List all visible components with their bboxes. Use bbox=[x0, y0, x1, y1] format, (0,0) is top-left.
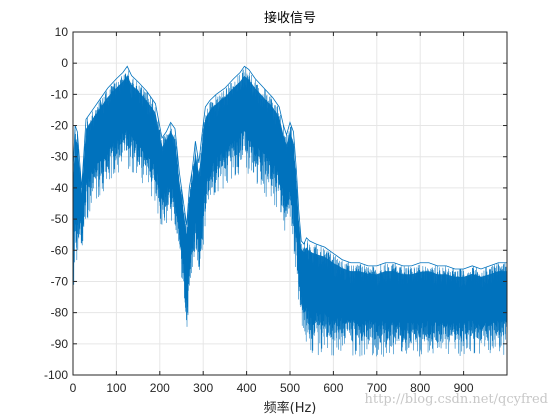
x-tick-label: 900 bbox=[454, 381, 474, 395]
y-tick-label: -70 bbox=[51, 274, 69, 288]
x-tick-label: 0 bbox=[70, 381, 77, 395]
signal-trace bbox=[72, 67, 508, 357]
x-tick-label: 700 bbox=[367, 381, 387, 395]
y-tick-label: -80 bbox=[51, 306, 69, 320]
x-tick-label: 200 bbox=[150, 381, 170, 395]
x-tick-label: 400 bbox=[237, 381, 257, 395]
watermark: http://blog.csdn.net/qcyfred bbox=[365, 392, 548, 407]
y-tick-label: 0 bbox=[61, 56, 68, 70]
x-tick-label: 300 bbox=[193, 381, 213, 395]
x-axis-label: 频率(Hz) bbox=[264, 400, 317, 416]
chart-title: 接收信号 bbox=[264, 10, 316, 26]
signal-upper-envelope bbox=[72, 65, 507, 270]
y-tick-label: -60 bbox=[51, 243, 69, 257]
y-tick-label: -30 bbox=[51, 150, 69, 164]
y-tick-label: -100 bbox=[44, 368, 68, 382]
data-layer bbox=[72, 65, 508, 357]
y-tick-label: -50 bbox=[51, 212, 69, 226]
y-tick-label: -40 bbox=[51, 181, 69, 195]
y-tick-label: -10 bbox=[51, 87, 69, 101]
y-tick-label: -20 bbox=[51, 119, 69, 133]
ticks-layer: 0 100 200 300 400 500 600 700 800 900100-10-20-30… bbox=[44, 25, 507, 395]
x-tick-label: 800 bbox=[410, 381, 430, 395]
x-tick-label: 500 bbox=[280, 381, 300, 395]
x-tick-label: 100 bbox=[106, 381, 126, 395]
y-tick-label: 10 bbox=[55, 25, 69, 39]
x-tick-label: 600 bbox=[323, 381, 343, 395]
y-tick-label: -90 bbox=[51, 337, 69, 351]
